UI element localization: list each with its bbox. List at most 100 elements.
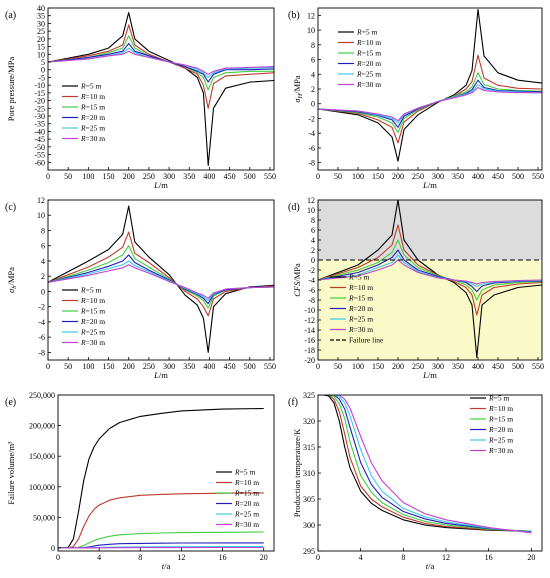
legend-label-4: R=25 m xyxy=(356,70,381,79)
series-group xyxy=(318,8,542,162)
y-tick-label: -8 xyxy=(38,348,45,357)
series-group xyxy=(318,200,542,359)
x-tick-label: 200 xyxy=(392,172,404,181)
y-tick-label: 315 xyxy=(303,443,315,452)
y-tick-label: 0 xyxy=(41,287,45,296)
panel-label: (e) xyxy=(5,397,16,408)
x-tick-label: 300 xyxy=(432,172,444,181)
x-tick-label: 350 xyxy=(452,172,464,181)
chart-panel-2: 0 50 100 150 200 250 300 350 400 450 500 550-8-6-4-… xyxy=(5,196,276,380)
x-tick-label: 8 xyxy=(401,553,405,562)
legend-label-4: R=25 m xyxy=(80,328,105,337)
series-line-5 xyxy=(48,264,274,299)
y-tick-label: 10 xyxy=(307,26,315,35)
y-tick-label: -15 xyxy=(34,89,45,98)
y-axis-label: CFS/MPa xyxy=(292,263,302,297)
y-tick-label: 305 xyxy=(303,495,315,504)
legend: R=5 mR=10 m R=15 mR=20 m R=25 mR=30 m xyxy=(216,468,259,529)
y-tick-label: 0 xyxy=(311,256,315,265)
x-tick-label: 100 xyxy=(352,172,364,181)
x-tick-label: 0 xyxy=(56,553,60,562)
y-tick-label: 295 xyxy=(303,547,315,556)
x-tick-label: 250 xyxy=(143,362,155,371)
x-axis-label: L/m xyxy=(422,180,437,190)
legend-label-6: Failure line xyxy=(349,336,384,345)
x-tick-label: 20 xyxy=(260,553,268,562)
y-tick-label: 0 xyxy=(311,100,315,109)
x-tick-label: 400 xyxy=(203,172,215,181)
chart-panel-3: 0 50 100 150 200 250 300 350 400 450 500 550-20-18-… xyxy=(288,196,544,380)
x-tick-label: 0 xyxy=(46,172,50,181)
series-line-3 xyxy=(48,42,274,83)
y-tick-label: 35 xyxy=(37,12,45,21)
x-tick-label: 12 xyxy=(177,553,185,562)
series-line-5 xyxy=(318,395,532,534)
x-tick-label: 350 xyxy=(183,362,195,371)
y-axis-label: σh/MPa xyxy=(6,267,18,293)
x-tick-label: 550 xyxy=(532,362,544,371)
legend-label-1: R=10 m xyxy=(488,404,513,413)
y-tick-label: 30 xyxy=(37,19,45,28)
series-line-1 xyxy=(58,492,264,549)
y-tick-label: 100,000 xyxy=(29,483,55,492)
legend: R=5 mR=10 m R=15 mR=20 m R=25 mR=30 m xyxy=(470,394,513,455)
y-tick-label: -6 xyxy=(38,333,45,342)
x-tick-label: 16 xyxy=(219,553,227,562)
x-axis-label: t/a xyxy=(162,561,171,571)
legend-label-4: R=25 m xyxy=(348,315,373,324)
y-tick-label: 10 xyxy=(37,211,45,220)
series-line-3 xyxy=(318,395,532,533)
y-tick-label: 0 xyxy=(41,66,45,75)
x-tick-label: 200 xyxy=(123,362,135,371)
legend-label-5: R=30 m xyxy=(356,80,381,89)
x-tick-label: 16 xyxy=(485,553,493,562)
series-line-0 xyxy=(58,407,264,549)
y-tick-label: -45 xyxy=(34,135,45,144)
chart-panel-1: 0 50 100 150 200 250 300 350 400 450 500 550-8-6-4-… xyxy=(288,7,544,190)
series-line-4 xyxy=(318,395,532,533)
legend-label-3: R=20 m xyxy=(348,304,373,313)
legend-label-4: R=25 m xyxy=(488,436,513,445)
y-tick-label: -2 xyxy=(308,266,315,275)
legend-label-1: R=10 m xyxy=(80,92,105,101)
y-tick-label: -4 xyxy=(308,129,315,138)
x-axis-label: t/a xyxy=(426,561,435,571)
x-tick-label: 400 xyxy=(472,362,484,371)
y-tick-label: 8 xyxy=(311,41,315,50)
legend: R=5 mR=10 m R=15 mR=20 m R=25 mR=30 m xyxy=(62,286,105,347)
y-tick-label: 12 xyxy=(307,11,315,20)
x-axis-label: L/m xyxy=(153,370,168,380)
x-tick-label: 100 xyxy=(352,362,364,371)
x-tick-label: 300 xyxy=(163,172,175,181)
x-tick-label: 0 xyxy=(46,362,50,371)
legend-label-0: R=5 m xyxy=(80,82,101,91)
x-tick-label: 200 xyxy=(123,172,135,181)
region-above-shade xyxy=(318,200,542,260)
series-line-5 xyxy=(318,86,542,122)
x-tick-label: 350 xyxy=(183,172,195,181)
y-axis-label: σH/MPa xyxy=(292,75,304,103)
x-tick-label: 150 xyxy=(372,172,384,181)
legend-label-5: R=30 m xyxy=(348,325,373,334)
x-tick-label: 450 xyxy=(224,362,236,371)
y-tick-label: 10 xyxy=(37,50,45,59)
legend-label-3: R=20 m xyxy=(80,113,105,122)
y-tick-label: -4 xyxy=(308,276,315,285)
plot-frame xyxy=(47,7,275,171)
x-tick-label: 150 xyxy=(103,362,115,371)
y-tick-label: -16 xyxy=(304,336,315,345)
y-tick-label: 0 xyxy=(51,544,55,553)
legend-label-0: R=5 m xyxy=(80,286,101,295)
x-tick-label: 250 xyxy=(412,362,424,371)
panel-label: (a) xyxy=(5,10,16,21)
y-tick-label: -6 xyxy=(308,144,315,153)
x-tick-label: 550 xyxy=(264,172,276,181)
chart-panel-4: 0 4 8 12 16 20 0 50,000 100,000 150,000 200,000 250… xyxy=(5,391,275,571)
y-tick-label: 320 xyxy=(303,417,315,426)
legend: R=5 mR=10 m R=15 mR=20 m R=25 mR=30 m xyxy=(62,82,105,143)
series-line-5 xyxy=(48,50,274,75)
x-tick-label: 100 xyxy=(82,362,94,371)
y-tick-label: -55 xyxy=(34,151,45,160)
x-tick-label: 200 xyxy=(392,362,404,371)
plot-frame xyxy=(47,199,275,361)
